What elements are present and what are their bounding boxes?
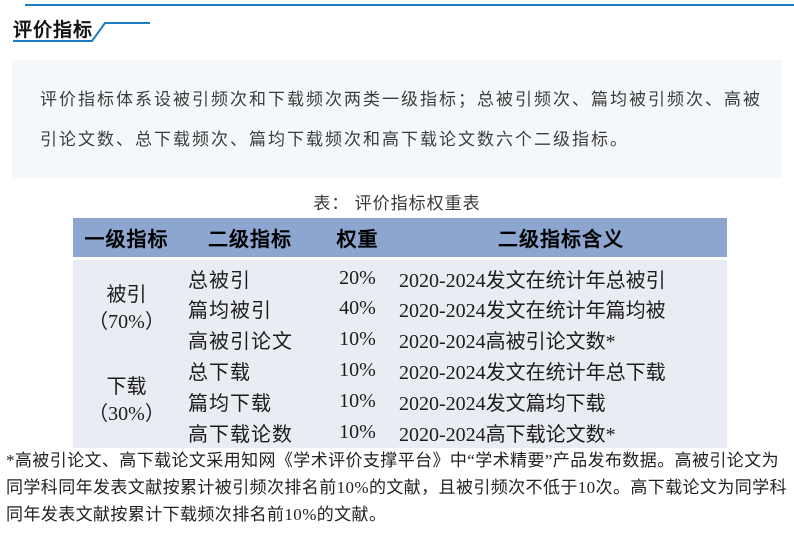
level1-weight: （70%）	[88, 311, 165, 333]
header-cell-level1: 一级指标	[73, 218, 180, 260]
cell-meaning: 2020-2024高被引论文数*	[395, 323, 727, 355]
level1-label: 被引	[106, 284, 147, 306]
page-header: 评价指标	[13, 15, 93, 42]
cell-weight: 10%	[320, 354, 395, 386]
intro-panel: 评价指标体系设被引频次和下载频次两类一级指标；总被引频次、篇均被引频次、高被引论…	[12, 60, 782, 178]
table-row: 下载 （30%） 总下载 10% 2020-2024发文在统计年总下载	[73, 354, 727, 448]
top-accent-line	[25, 4, 794, 6]
table-header-row: 一级指标 二级指标 权重 二级指标含义	[73, 218, 727, 260]
header-cell-weight: 权重	[320, 218, 395, 260]
cell-level2: 总下载	[180, 354, 320, 386]
cell-meaning: 2020-2024高下载论文数*	[395, 416, 727, 448]
cell-weight: 10%	[320, 323, 395, 355]
header-cell-meaning: 二级指标含义	[395, 218, 727, 260]
cell-meaning: 2020-2024发文在统计年篇均被	[395, 292, 727, 324]
cell-level1-group-download: 下载 （30%）	[73, 354, 180, 448]
cell-level2: 高下载论数	[180, 416, 320, 448]
cell-weight: 10%	[320, 416, 395, 448]
level1-weight: （30%）	[88, 403, 165, 425]
header-cell-level2: 二级指标	[180, 218, 320, 260]
cell-level2: 篇均下载	[180, 385, 320, 417]
intro-text: 评价指标体系设被引频次和下载频次两类一级指标；总被引频次、篇均被引频次、高被引论…	[40, 90, 762, 149]
footnote-text: *高被引论文、高下载论文采用知网《学术评价支撑平台》中“学术精要”产品发布数据。…	[6, 451, 787, 524]
page-title: 评价指标	[13, 20, 94, 41]
table-row: 篇均被引 40% 2020-2024发文在统计年篇均被	[73, 292, 727, 324]
cell-meaning: 2020-2024发文在统计年总被引	[395, 258, 727, 293]
cell-weight: 20%	[320, 258, 395, 293]
table-row: 篇均下载 10% 2020-2024发文篇均下载	[73, 385, 727, 417]
cell-level2: 篇均被引	[180, 292, 320, 324]
table-row: 被引 （70%） 总被引 20% 2020-2024发文在统计年总被引	[73, 258, 727, 355]
cell-weight: 40%	[320, 292, 395, 324]
weights-table: 一级指标 二级指标 权重 二级指标含义 被引 （70%） 总被引 20% 202…	[73, 218, 727, 448]
table-caption: 表： 评价指标权重表	[313, 194, 481, 213]
cell-meaning: 2020-2024发文在统计年总下载	[395, 354, 727, 386]
cell-weight: 10%	[320, 385, 395, 417]
cell-level2: 高被引论文	[180, 323, 320, 355]
title-underline-decor	[13, 22, 150, 42]
level1-label: 下载	[106, 376, 147, 398]
table-row: 高下载论数 10% 2020-2024高下载论文数*	[73, 416, 727, 448]
table-row: 高被引论文 10% 2020-2024高被引论文数*	[73, 323, 727, 355]
cell-meaning: 2020-2024发文篇均下载	[395, 385, 727, 417]
cell-level2: 总被引	[180, 258, 320, 293]
cell-level1-group-cited: 被引 （70%）	[73, 258, 180, 355]
